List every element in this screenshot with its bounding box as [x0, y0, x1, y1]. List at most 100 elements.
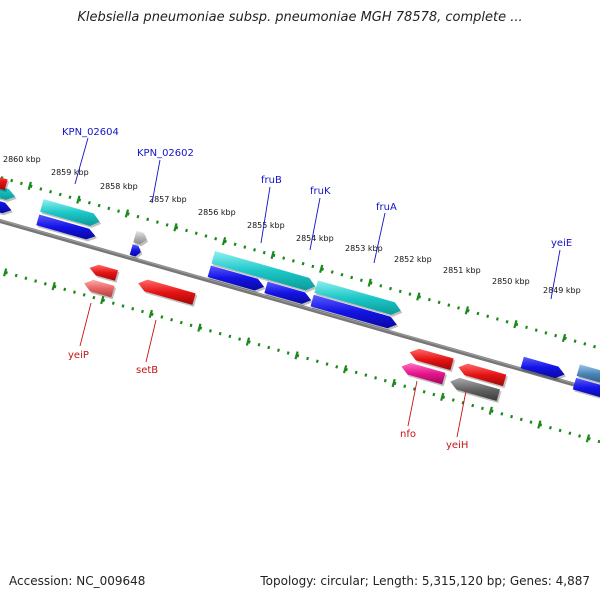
minor-tick: [247, 340, 251, 344]
label-leader: [373, 212, 386, 264]
label-leader: [151, 159, 161, 204]
page-title: Klebsiella pneumoniae subsp. pneumoniae …: [77, 10, 523, 25]
gene-feature[interactable]: [450, 377, 500, 401]
minor-tick: [393, 381, 397, 386]
gene-feature[interactable]: [129, 244, 141, 257]
gene-label[interactable]: setB: [136, 365, 158, 376]
minor-tick: [194, 231, 198, 235]
minor-tick: [14, 273, 18, 278]
scale-label: 2854 kbp: [296, 234, 334, 243]
gene-label[interactable]: yeiP: [68, 350, 89, 361]
minor-tick: [87, 201, 91, 205]
scale-label: 2855 kbp: [247, 221, 285, 230]
gene-feature[interactable]: [207, 265, 265, 291]
minor-tick: [525, 325, 528, 330]
minor-tick: [583, 342, 587, 346]
minor-tick: [321, 267, 325, 271]
minor-tick: [364, 373, 368, 377]
minor-tick: [476, 311, 480, 316]
minor-tick: [5, 271, 8, 275]
gene-feature[interactable]: [133, 230, 147, 245]
minor-tick: [340, 272, 344, 277]
minor-tick: [282, 256, 286, 260]
minor-tick: [257, 342, 261, 347]
minor-tick: [534, 328, 538, 332]
gene-label[interactable]: KPN_02604: [62, 127, 119, 138]
gene-feature[interactable]: [409, 348, 454, 371]
gene-feature[interactable]: [211, 251, 316, 291]
gene-feature[interactable]: [84, 279, 115, 298]
major-tick: [416, 292, 421, 301]
gene-feature[interactable]: [0, 192, 12, 214]
minor-tick: [10, 178, 14, 183]
minor-tick: [228, 334, 232, 339]
gene-feature[interactable]: [89, 264, 119, 281]
minor-tick: [208, 329, 212, 333]
minor-tick: [267, 345, 271, 350]
minor-tick: [306, 356, 310, 361]
major-tick: [585, 434, 591, 443]
minor-tick: [165, 223, 169, 227]
gene-feature[interactable]: [138, 279, 196, 305]
gene-feature[interactable]: [314, 280, 401, 315]
minor-tick: [53, 284, 57, 289]
gene-label[interactable]: KPN_02602: [137, 148, 194, 159]
minor-tick: [126, 212, 130, 216]
minor-tick: [359, 278, 363, 283]
gene-feature[interactable]: [264, 281, 312, 304]
backbone-line: [0, 218, 600, 394]
major-tick: [367, 278, 372, 287]
label-leader: [79, 302, 92, 347]
gene-feature[interactable]: [520, 356, 565, 379]
minor-tick: [403, 384, 407, 388]
minor-tick: [389, 286, 392, 291]
minor-tick: [272, 253, 276, 258]
gene-feature[interactable]: [401, 362, 446, 385]
minor-tick: [451, 398, 455, 402]
gene-label[interactable]: fruA: [376, 202, 397, 213]
minor-tick: [437, 300, 441, 305]
minor-tick: [39, 187, 43, 191]
gene-label[interactable]: fruK: [310, 186, 331, 197]
major-tick: [464, 306, 470, 315]
minor-tick: [19, 181, 23, 186]
gene-label[interactable]: yeiH: [446, 440, 468, 451]
minor-tick: [597, 439, 600, 444]
gene-label[interactable]: fruB: [261, 175, 282, 186]
minor-tick: [558, 428, 562, 433]
minor-tick: [233, 242, 237, 247]
gene-feature[interactable]: [572, 377, 600, 398]
major-tick: [391, 378, 396, 388]
minor-tick: [92, 295, 96, 300]
scale-label: 2849 kbp: [543, 286, 581, 295]
minor-tick: [383, 378, 387, 383]
minor-tick: [554, 333, 558, 338]
scale-label: 2858 kbp: [100, 182, 138, 191]
gene-feature[interactable]: [0, 173, 8, 191]
minor-tick: [519, 417, 523, 422]
scale-label: 2853 kbp: [345, 244, 383, 253]
gene-feature[interactable]: [310, 294, 397, 329]
major-tick: [76, 195, 81, 204]
gene-feature[interactable]: [458, 363, 507, 387]
gene-feature[interactable]: [36, 214, 96, 240]
gene-feature[interactable]: [576, 364, 600, 384]
gene-feature[interactable]: [0, 178, 16, 200]
gene-feature[interactable]: [40, 199, 100, 226]
major-tick: [245, 337, 251, 346]
gene-label[interactable]: nfo: [400, 429, 416, 440]
minor-tick: [573, 339, 577, 343]
minor-tick: [510, 414, 514, 419]
minor-tick: [311, 264, 315, 269]
major-tick: [51, 282, 56, 291]
minor-tick: [214, 237, 218, 241]
minor-tick: [442, 395, 446, 400]
minor-tick: [243, 245, 247, 249]
minor-tick: [185, 228, 189, 233]
minor-tick: [189, 323, 193, 328]
scale-label: 2859 kbp: [51, 168, 89, 177]
minor-tick: [593, 344, 596, 349]
gene-label[interactable]: yeiE: [551, 238, 572, 249]
label-leader: [260, 186, 271, 244]
